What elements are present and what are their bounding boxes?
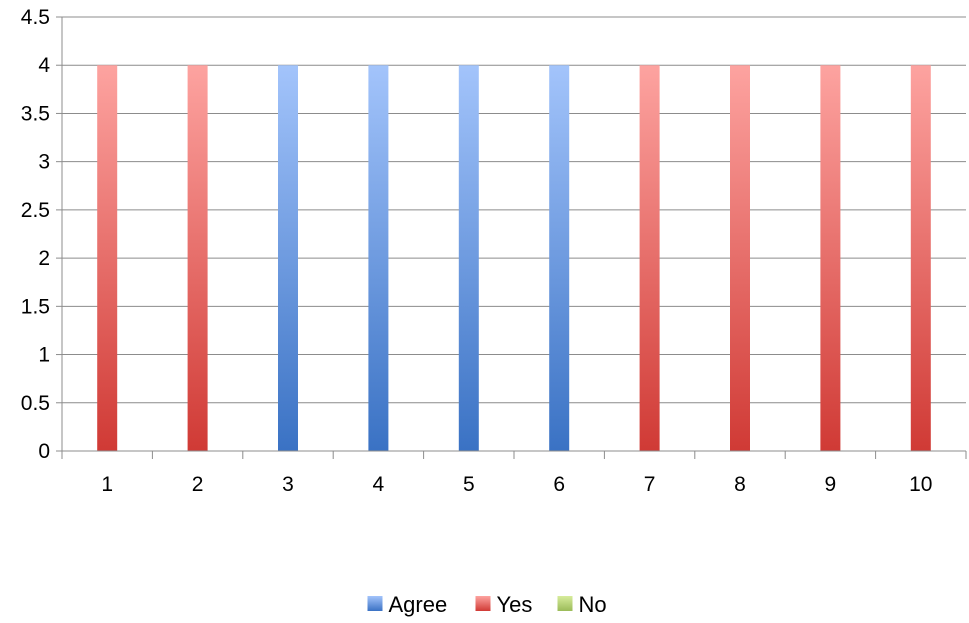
bar-agree-5 [458, 65, 479, 451]
x-tick-label: 10 [909, 473, 932, 496]
gridlines [56, 16, 966, 452]
x-tick-label: 7 [644, 473, 656, 496]
legend-item-agree: Agree [367, 592, 448, 617]
y-tick-label: 0.5 [21, 392, 50, 415]
y-tick-label: 3 [38, 151, 50, 174]
legend-label: Yes [497, 592, 533, 617]
bar-agree-3 [278, 65, 298, 451]
bar-yes-9 [820, 65, 841, 451]
y-tick-label: 4 [38, 54, 50, 77]
x-tick-label: 8 [734, 473, 746, 496]
legend-item-no: No [557, 592, 607, 617]
y-tick-label: 2.5 [21, 199, 50, 222]
legend-swatch-agree [367, 596, 383, 611]
y-tick-label: 3.5 [21, 102, 50, 125]
bar-yes-8 [730, 65, 750, 451]
bar-yes-7 [639, 65, 660, 451]
y-tick-label: 2 [38, 247, 50, 270]
bar-yes-1 [97, 65, 118, 451]
y-tick-label: 1 [38, 344, 50, 367]
y-axis-tick-labels: 0 0.5 1 1.5 2 2.5 3 3.5 4 4.5 [21, 6, 51, 463]
bar-agree-6 [549, 65, 570, 451]
legend-swatch-yes [475, 596, 491, 611]
y-tick-label: 1.5 [21, 295, 50, 318]
x-tick-label: 3 [282, 473, 294, 496]
x-tick-label: 6 [553, 473, 565, 496]
bar-agree-4 [368, 65, 389, 451]
legend-swatch-no [557, 596, 573, 611]
x-tick-label: 1 [101, 473, 113, 496]
legend: Agree Yes No [367, 592, 607, 617]
bar-yes-10 [910, 65, 931, 451]
legend-label: No [579, 592, 607, 617]
bars [97, 65, 931, 451]
x-tick-label: 5 [463, 473, 475, 496]
x-tick-label: 2 [192, 473, 204, 496]
bar-yes-2 [187, 65, 208, 451]
axes [61, 17, 967, 459]
legend-item-yes: Yes [475, 592, 533, 617]
legend-label: Agree [389, 592, 448, 617]
x-tick-label: 9 [825, 473, 837, 496]
x-tick-label: 4 [373, 473, 385, 496]
y-tick-label: 4.5 [21, 6, 50, 29]
y-tick-label: 0 [38, 440, 50, 463]
x-axis-tick-labels: 1 2 3 4 5 6 7 8 9 10 [101, 473, 932, 496]
